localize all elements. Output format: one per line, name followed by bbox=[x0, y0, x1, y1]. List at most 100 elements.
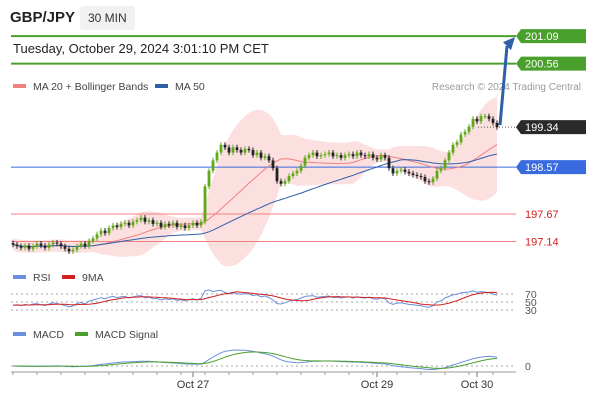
candle-body bbox=[207, 170, 211, 187]
candle-body bbox=[147, 220, 151, 222]
candle-body bbox=[259, 152, 263, 158]
candle-body bbox=[59, 243, 63, 247]
candle-body bbox=[139, 217, 143, 221]
candle-body bbox=[367, 154, 371, 157]
candle-body bbox=[419, 176, 423, 178]
candle-body bbox=[199, 221, 203, 226]
bollinger-band bbox=[13, 96, 497, 267]
candle-body bbox=[67, 248, 71, 252]
candle-body bbox=[47, 244, 51, 248]
rsi-legend-swatch bbox=[13, 275, 26, 279]
candle-body bbox=[247, 148, 251, 150]
candle-body bbox=[423, 177, 427, 182]
candle-body bbox=[287, 176, 291, 182]
candle-body bbox=[351, 154, 355, 157]
candle-body bbox=[167, 223, 171, 226]
level-label-200.56: 200.56 bbox=[525, 59, 559, 71]
candle-body bbox=[335, 155, 339, 157]
macd-signal-legend-label: MACD Signal bbox=[95, 329, 158, 341]
candle-body bbox=[155, 222, 159, 224]
chart-timestamp: Tuesday, October 29, 2024 3:01:10 PM CET bbox=[13, 41, 269, 56]
candle-body bbox=[43, 245, 47, 248]
candle-body bbox=[107, 228, 111, 234]
candle-body bbox=[483, 116, 487, 118]
candle-body bbox=[251, 150, 255, 156]
candle-body bbox=[271, 160, 275, 169]
rsi-level-label-70: 70 bbox=[525, 289, 537, 301]
rsi-ma-legend-swatch bbox=[62, 275, 75, 279]
projection-arrow-shaft bbox=[498, 45, 509, 126]
candle-body bbox=[79, 243, 83, 247]
macd-legend: MACD MACD Signal bbox=[13, 329, 158, 341]
ma50-legend-label: MA 50 bbox=[175, 81, 205, 93]
level-labels: 201.09 200.56 199.34 198.57 197.67 197.14 bbox=[516, 29, 586, 249]
candle-body bbox=[399, 169, 403, 171]
ma50-line bbox=[12, 153, 498, 248]
candle-body bbox=[239, 150, 243, 153]
candle-body bbox=[131, 221, 135, 226]
candle-body bbox=[319, 155, 323, 157]
candle-body bbox=[443, 160, 447, 169]
candle-body bbox=[463, 131, 467, 135]
candle-body bbox=[295, 170, 299, 174]
macd-legend-swatch bbox=[13, 332, 26, 336]
level-label-197.67: 197.67 bbox=[525, 209, 559, 221]
x-tick-label-2: Oct 30 bbox=[461, 379, 493, 391]
projection-arrow bbox=[498, 37, 515, 126]
candle-body bbox=[403, 169, 407, 172]
rsi-ma-legend-label: 9MA bbox=[82, 272, 104, 284]
rsi-ma-line bbox=[12, 291, 498, 306]
candle-body bbox=[243, 148, 247, 153]
candle-body bbox=[359, 152, 363, 156]
candle-body bbox=[331, 152, 335, 157]
candle-body bbox=[279, 181, 283, 184]
candle-body bbox=[27, 245, 31, 249]
candle-body bbox=[327, 152, 331, 155]
candle-body bbox=[51, 242, 55, 245]
macd-zero-label: 0 bbox=[525, 361, 531, 373]
candle-body bbox=[223, 144, 227, 148]
candle-body bbox=[235, 147, 239, 150]
candle-body bbox=[383, 155, 387, 158]
moving-averages bbox=[12, 144, 498, 248]
level-label-198.57: 198.57 bbox=[525, 162, 559, 174]
candle-body bbox=[255, 152, 259, 156]
level-label-198.57-tag bbox=[516, 160, 586, 175]
candle-body bbox=[467, 126, 471, 132]
macd-signal-legend-swatch bbox=[75, 332, 88, 336]
candle-body bbox=[387, 157, 391, 169]
level-label-200.56-tag bbox=[516, 56, 586, 71]
candle-body bbox=[143, 217, 147, 222]
candle-body bbox=[95, 234, 99, 239]
main-legend: MA 20 + Bollinger Bands MA 50 Research ©… bbox=[13, 81, 581, 93]
rsi-level-label-50: 50 bbox=[525, 297, 537, 309]
candle-body bbox=[103, 230, 107, 234]
candle-body bbox=[215, 152, 219, 161]
candle-body bbox=[123, 222, 127, 224]
candle-body bbox=[163, 223, 167, 227]
level-label-199.34: 199.34 bbox=[525, 122, 559, 134]
candle-body bbox=[179, 225, 183, 227]
candle-body bbox=[435, 170, 439, 179]
candle-body bbox=[339, 155, 343, 158]
candle-body bbox=[159, 222, 163, 227]
rsi-legend: RSI 9MA bbox=[13, 272, 104, 284]
candle-body bbox=[451, 144, 455, 153]
rsi-line bbox=[12, 289, 498, 308]
candle-body bbox=[19, 246, 23, 248]
candle-body bbox=[175, 222, 179, 227]
candle-body bbox=[407, 171, 411, 174]
candle-body bbox=[55, 242, 59, 244]
candle-body bbox=[195, 222, 199, 226]
candle-body bbox=[171, 222, 175, 226]
level-label-199.34-tag bbox=[516, 120, 586, 135]
candle-body bbox=[375, 157, 379, 160]
candle-body bbox=[343, 155, 347, 158]
candle-body bbox=[379, 155, 383, 160]
candle-body bbox=[11, 243, 15, 245]
timeframe-badge[interactable]: 30 MIN bbox=[80, 6, 135, 30]
x-tick-label-0: Oct 27 bbox=[177, 379, 209, 391]
macd-signal-line bbox=[13, 351, 498, 369]
candle-body bbox=[299, 165, 303, 171]
candle-body bbox=[363, 155, 367, 157]
